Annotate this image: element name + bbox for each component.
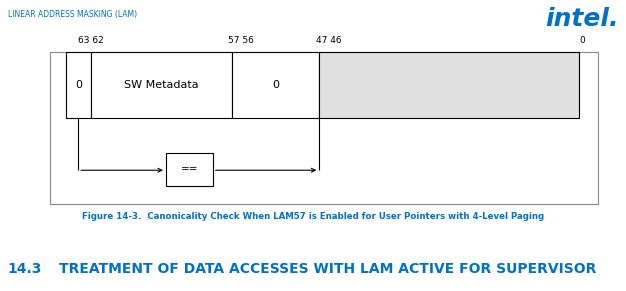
Text: 57 56: 57 56 [228,36,254,45]
Text: 14.3: 14.3 [8,262,42,276]
Text: ==: == [181,164,198,175]
Text: TREATMENT OF DATA ACCESSES WITH LAM ACTIVE FOR SUPERVISOR: TREATMENT OF DATA ACCESSES WITH LAM ACTI… [59,262,597,276]
Text: LINEAR ADDRESS MASKING (LAM): LINEAR ADDRESS MASKING (LAM) [8,10,136,19]
Bar [319,52,579,118]
Bar [91,52,232,118]
Text: SW Metadata: SW Metadata [124,80,198,90]
Text: Figure 14-3.  Canonicality Check When LAM57 is Enabled for User Pointers with 4-: Figure 14-3. Canonicality Check When LAM… [82,212,544,221]
Text: 0: 0 [74,80,82,90]
Text: 0: 0 [579,36,585,45]
Text: 63 62: 63 62 [78,36,104,45]
Bar [66,52,91,118]
Text: 47 46: 47 46 [316,36,342,45]
Bar [166,153,213,186]
Bar [50,52,598,204]
Text: 0: 0 [272,80,279,90]
Bar [232,52,319,118]
Text: intel.: intel. [545,7,618,31]
